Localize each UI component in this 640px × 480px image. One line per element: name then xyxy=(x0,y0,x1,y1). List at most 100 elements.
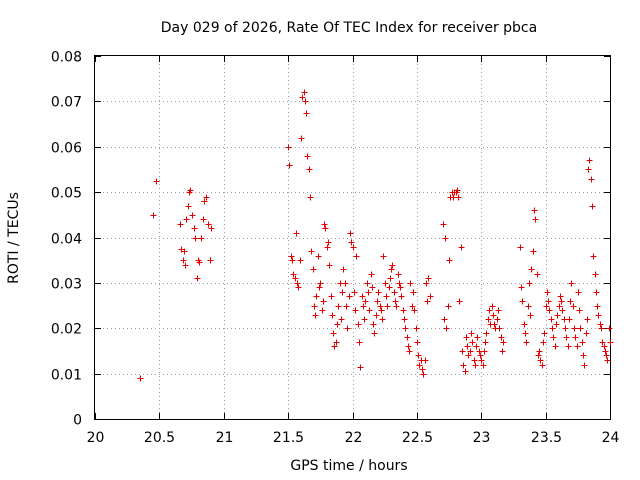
data-point xyxy=(553,321,560,328)
data-point xyxy=(536,348,543,355)
data-point xyxy=(294,280,301,287)
data-point xyxy=(321,221,328,228)
data-point xyxy=(445,303,452,310)
data-point xyxy=(460,362,467,369)
data-point xyxy=(410,289,417,296)
data-point xyxy=(477,352,484,359)
data-point xyxy=(534,271,541,278)
data-point xyxy=(288,253,295,260)
data-point xyxy=(409,303,416,310)
data-point xyxy=(496,325,503,332)
data-point xyxy=(467,348,474,355)
data-point xyxy=(527,312,534,319)
data-point xyxy=(523,339,530,346)
data-point xyxy=(546,307,553,314)
data-point xyxy=(198,235,205,242)
data-point xyxy=(552,343,559,350)
data-point xyxy=(581,362,588,369)
data-point xyxy=(480,362,487,369)
data-point xyxy=(333,339,340,346)
x-tick-label: 23.5 xyxy=(531,430,562,446)
data-point xyxy=(543,303,550,310)
data-point xyxy=(342,280,349,287)
data-point xyxy=(343,303,350,310)
data-point xyxy=(481,348,488,355)
chart-title: Day 029 of 2026, Rate Of TEC Index for r… xyxy=(161,20,537,36)
data-point xyxy=(348,239,355,246)
data-point xyxy=(519,298,526,305)
data-point xyxy=(585,166,592,173)
data-point xyxy=(189,212,196,219)
data-point xyxy=(443,325,450,332)
data-point xyxy=(580,352,587,359)
data-point xyxy=(601,343,608,350)
data-point xyxy=(548,316,555,323)
data-point xyxy=(459,348,466,355)
data-point xyxy=(440,221,447,228)
data-point xyxy=(324,244,331,251)
data-point xyxy=(380,253,387,260)
data-point xyxy=(393,303,400,310)
data-point xyxy=(374,298,381,305)
data-point xyxy=(302,98,309,105)
data-point xyxy=(360,303,367,310)
data-point xyxy=(442,235,449,242)
data-point xyxy=(471,357,478,364)
data-point xyxy=(387,275,394,282)
data-point xyxy=(293,230,300,237)
data-point xyxy=(344,325,351,332)
data-point xyxy=(468,330,475,337)
data-point xyxy=(525,303,532,310)
data-point xyxy=(398,293,405,300)
data-point xyxy=(298,135,305,142)
data-point xyxy=(599,339,606,346)
data-point xyxy=(364,280,371,287)
data-point xyxy=(592,271,599,278)
data-point xyxy=(483,330,490,337)
data-point xyxy=(384,303,391,310)
data-point xyxy=(196,259,203,266)
data-point xyxy=(313,293,320,300)
data-point xyxy=(356,339,363,346)
data-point xyxy=(308,248,315,255)
data-point xyxy=(312,312,319,319)
data-point xyxy=(368,271,375,278)
data-point xyxy=(545,298,552,305)
data-point xyxy=(391,289,398,296)
data-point xyxy=(415,352,422,359)
data-point xyxy=(317,280,324,287)
data-point xyxy=(325,239,332,246)
data-point xyxy=(315,253,322,260)
data-point xyxy=(355,321,362,328)
data-point xyxy=(518,284,525,291)
data-point xyxy=(203,194,210,201)
data-point xyxy=(498,334,505,341)
data-point xyxy=(425,275,432,282)
x-tick-label: 20.5 xyxy=(144,430,175,446)
data-point xyxy=(522,330,529,337)
data-point xyxy=(595,312,602,319)
data-point xyxy=(180,257,187,264)
data-point xyxy=(584,316,591,323)
data-point xyxy=(285,144,292,151)
data-point xyxy=(485,316,492,323)
data-point xyxy=(563,334,570,341)
data-point xyxy=(494,316,501,323)
data-point xyxy=(301,89,308,96)
data-point xyxy=(389,262,396,269)
data-point xyxy=(352,307,359,314)
data-point xyxy=(357,364,364,371)
data-point xyxy=(386,284,393,291)
data-point xyxy=(539,362,546,369)
data-point xyxy=(310,266,317,273)
x-axis-label: GPS time / hours xyxy=(290,458,407,474)
data-point xyxy=(395,271,402,278)
data-point xyxy=(411,307,418,314)
data-point xyxy=(295,284,302,291)
data-point xyxy=(456,298,463,305)
data-point xyxy=(579,339,586,346)
data-point xyxy=(594,303,601,310)
data-point xyxy=(177,221,184,228)
x-tick-label: 22.5 xyxy=(402,430,433,446)
data-point xyxy=(382,280,389,287)
